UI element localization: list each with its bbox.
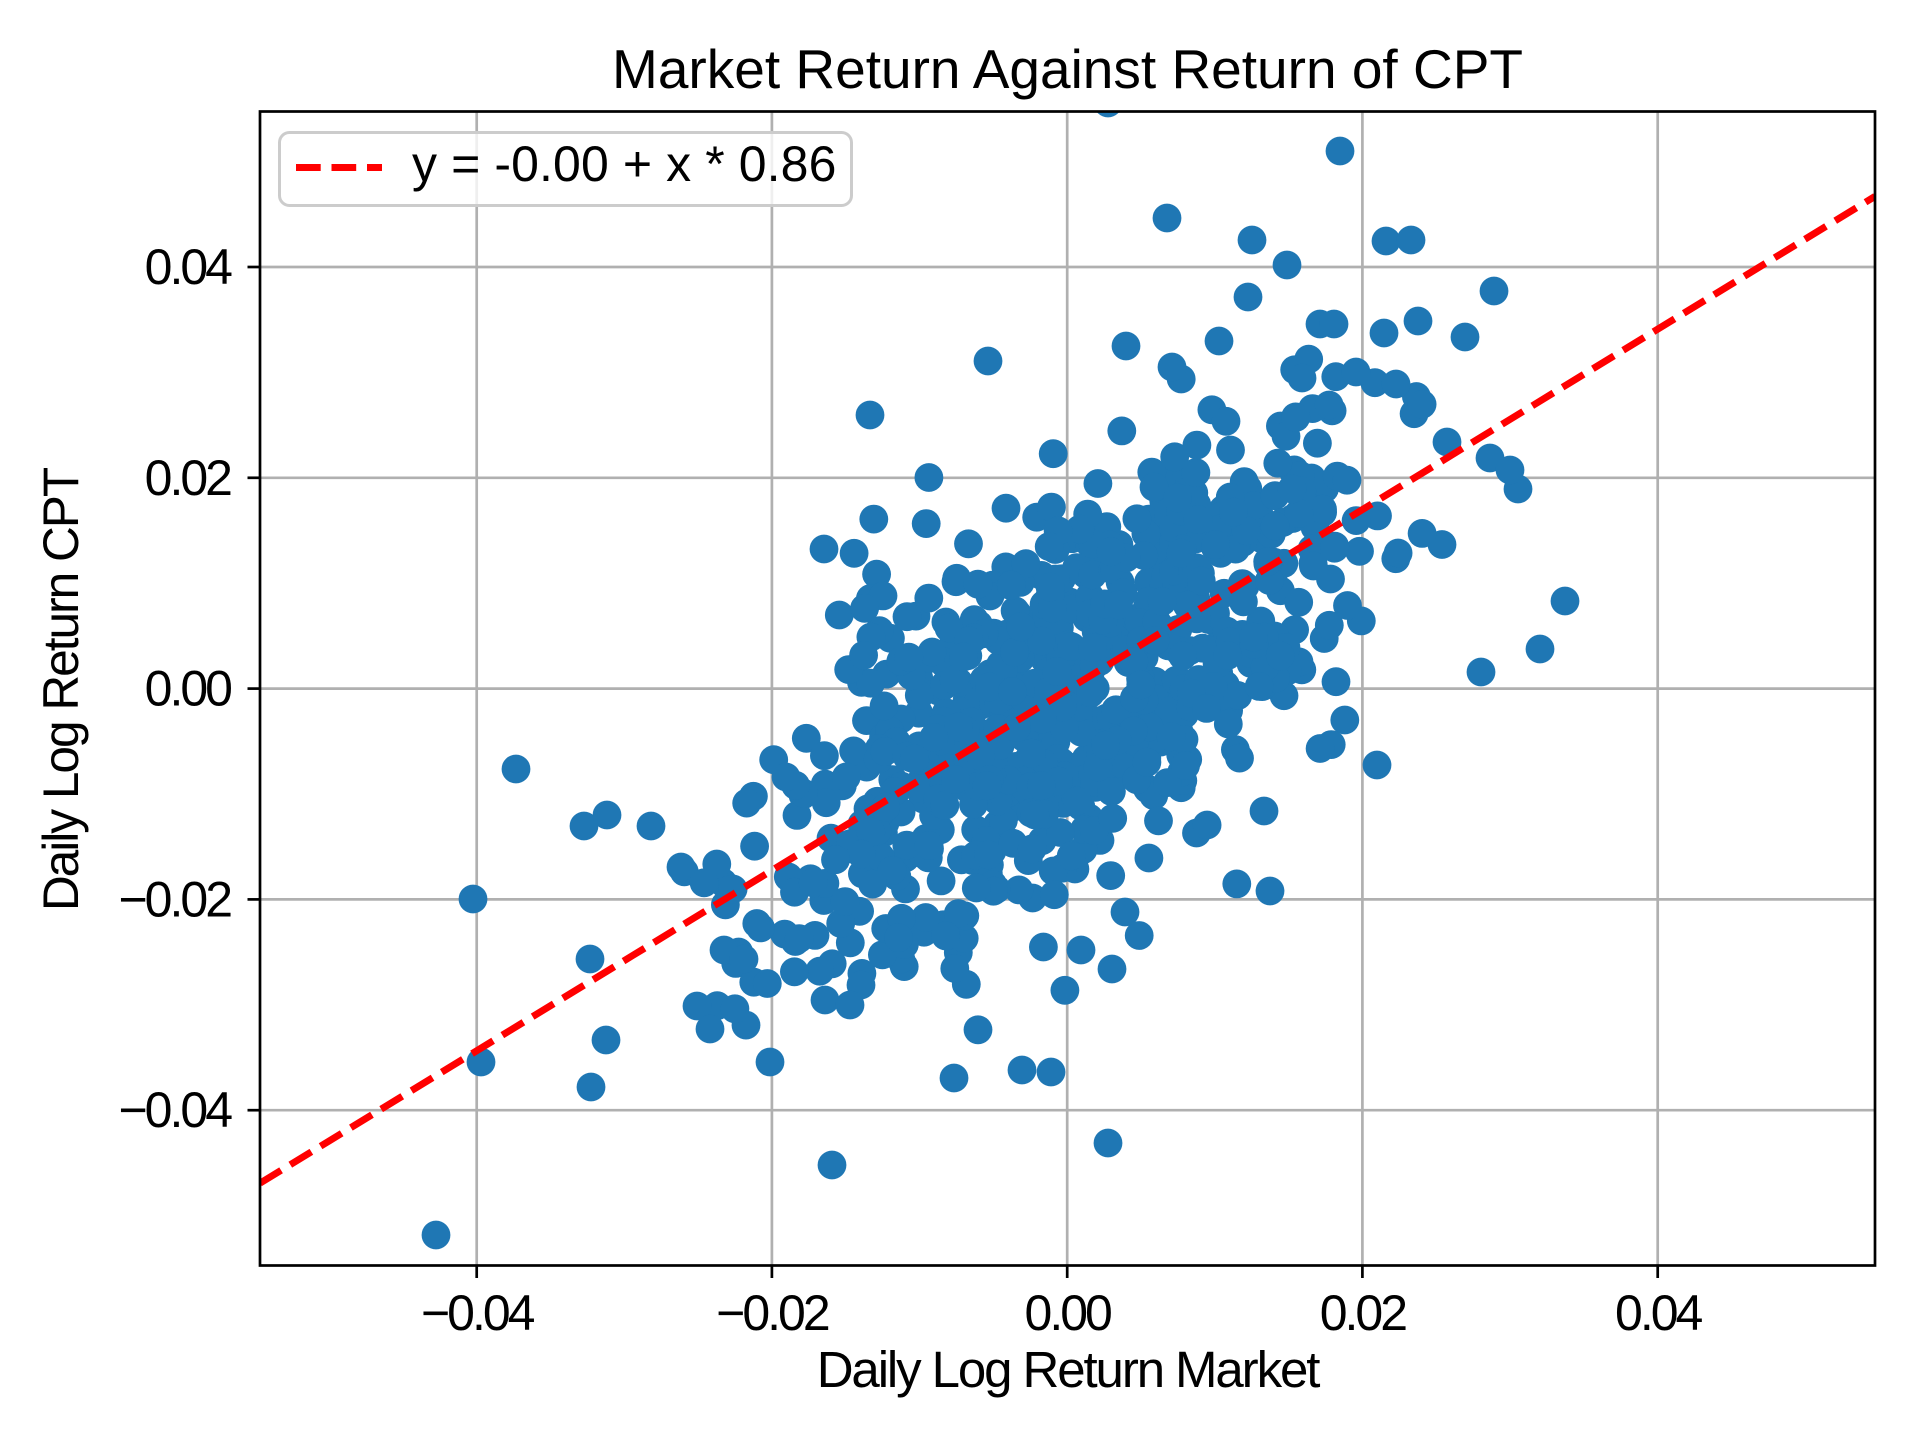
- svg-text:0.00: 0.00: [145, 661, 232, 717]
- svg-text:0.02: 0.02: [1320, 1285, 1407, 1341]
- svg-text:Daily Log Return CPT: Daily Log Return CPT: [33, 467, 89, 911]
- svg-text:0.04: 0.04: [145, 239, 233, 295]
- svg-text:0.02: 0.02: [145, 450, 232, 506]
- svg-text:0.00: 0.00: [1025, 1285, 1112, 1341]
- svg-text:−0.02: −0.02: [716, 1285, 829, 1341]
- svg-text:Daily Log Return Market: Daily Log Return Market: [817, 1341, 1321, 1398]
- svg-text:−0.04: −0.04: [118, 1082, 232, 1138]
- svg-text:0.04: 0.04: [1615, 1285, 1703, 1341]
- svg-text:−0.04: −0.04: [421, 1285, 535, 1341]
- svg-text:y = -0.00 + x * 0.86: y = -0.00 + x * 0.86: [412, 136, 837, 192]
- svg-text:Market Return Against Return o: Market Return Against Return of CPT: [612, 38, 1523, 100]
- svg-text:−0.02: −0.02: [118, 871, 231, 927]
